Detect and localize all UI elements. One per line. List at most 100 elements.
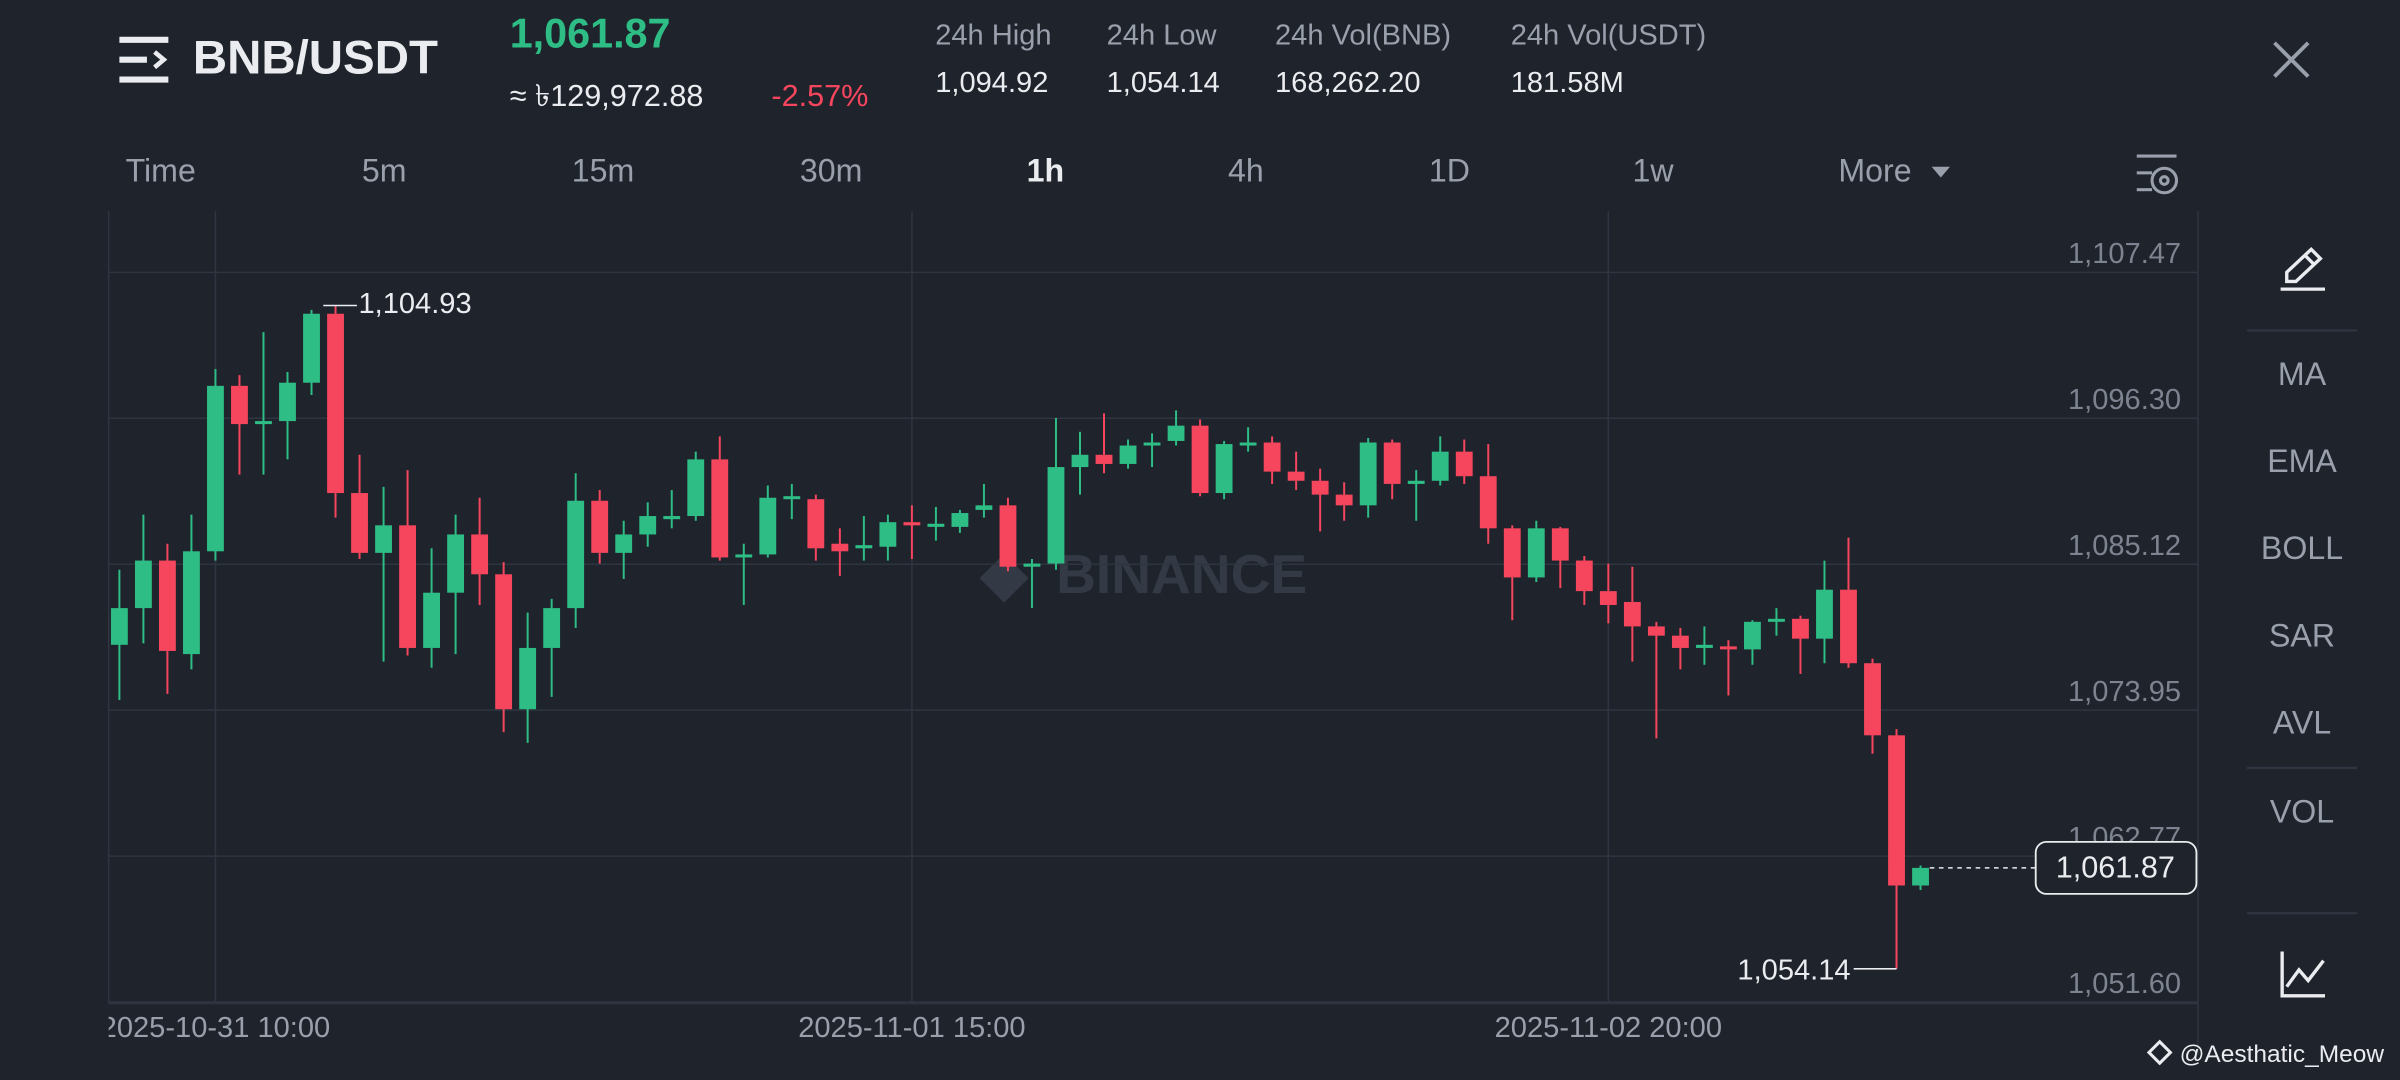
stat-label: 24h Vol(BNB) [1275,19,1451,51]
candle-body [1647,626,1665,636]
candle-body [1479,476,1497,529]
stat-value: 168,262.20 [1275,67,1421,99]
candle-body [1623,601,1641,627]
candle-body [159,560,176,651]
candle-body [975,505,993,510]
menu-button[interactable] [119,36,169,83]
candle-body [1191,425,1209,494]
candle-body [759,497,777,555]
candle-body [1215,444,1233,494]
candle-body [110,608,128,645]
candle-body [1744,621,1761,650]
indicator-button[interactable]: VOL [2270,793,2334,829]
candle-body [447,534,465,593]
candle-body [255,421,272,425]
candle-body [207,385,224,552]
candle-body [1311,480,1329,495]
dropdown-arrow [1931,166,1950,178]
y-tick-label: 1,073.95 [2068,676,2181,708]
candle-body [615,534,633,553]
candle-body [567,500,585,609]
indicator-button[interactable]: MA [2278,356,2327,392]
candle-body [1695,644,1713,648]
candle-body [375,525,392,553]
interval-tab[interactable]: 1h [1027,152,1065,188]
chart-settings-button[interactable] [2136,154,2179,195]
interval-tab[interactable]: More [1838,152,1911,188]
candle-body [351,493,368,553]
candle-body [999,505,1017,567]
last-price-box [2034,840,2198,895]
interval-tab[interactable]: 5m [362,152,407,188]
candle-body [1383,442,1401,484]
candle-body [1287,471,1305,481]
candle-body [1143,442,1161,446]
candle-body [1671,635,1689,648]
candle-body [1431,451,1449,481]
draw-tool-button[interactable] [2280,247,2325,291]
candle-body [1047,467,1065,564]
candle-body [1575,560,1593,592]
interval-tab[interactable]: Time [126,152,196,188]
close-button[interactable] [2273,41,2310,78]
x-tick-label: 2025-10-31 10:00 [101,1012,331,1044]
indicator-button[interactable]: BOLL [2261,530,2343,566]
interval-tab[interactable]: 1w [1633,152,1675,188]
candle-body [687,459,705,517]
stat-value: 1,094.92 [935,67,1048,99]
candle-body [1719,646,1737,650]
stat-label: 24h High [935,19,1051,51]
interval-tab[interactable]: 15m [572,152,635,188]
y-tick-label: 1,096.30 [2068,384,2181,416]
x-tick-label: 2025-11-01 15:00 [798,1012,1025,1044]
candle-body [879,522,897,547]
candle-body [1816,589,1833,639]
indicator-button[interactable]: EMA [2267,443,2337,479]
candle-body [231,385,248,425]
candle-body [1527,528,1545,578]
candle-body [1119,445,1137,464]
interval-tab[interactable]: 1D [1429,152,1470,188]
credit: @Aesthatic_Meow [2180,1041,2385,1068]
candle-body [495,574,513,710]
candle-body [423,592,441,648]
stat-label: 24h Low [1107,19,1218,51]
candle-body [1335,494,1353,506]
candle-body [519,647,537,710]
candle-body [279,382,296,422]
price-change: -2.57% [771,79,868,113]
annotation-label: 1,104.93 [358,288,471,320]
y-tick-label: 1,085.12 [2068,530,2181,562]
candle-body [1840,589,1857,664]
indicator-button[interactable]: AVL [2273,705,2331,741]
fiat-price: ≈ ৳129,972.88 [510,79,704,113]
candle-body [1167,425,1185,441]
candle-body [1359,442,1377,506]
candle-body [927,523,945,527]
plot: 2025-10-31 10:00 2025-11-01 15:00 2025-11-… [101,211,2198,1044]
candle-body [1455,451,1473,477]
candle-body [1912,867,1929,886]
candle-body [1095,454,1113,464]
stat-value: 1,054.14 [1107,67,1220,99]
candle-body [711,459,729,558]
candle-body [327,313,344,494]
indicator-button[interactable]: SAR [2269,617,2335,653]
candle-body [399,525,416,648]
y-tick-label: 1,107.47 [2068,238,2181,270]
interval-tab[interactable]: 4h [1228,152,1264,188]
candle-body [951,513,969,527]
watermark: BINANCE [1056,543,1307,605]
chart-type-button[interactable] [2280,951,2325,998]
candle-body [735,554,753,558]
candle-body [1503,528,1521,578]
last-price-label: 1,061.87 [2056,850,2175,884]
candle-body [1407,480,1425,484]
interval-tab[interactable]: 30m [800,152,863,188]
candle-body [1888,735,1905,886]
pair-title: BNB/USDT [193,32,438,85]
candle-body [663,516,681,520]
annotation-label: 1,054.14 [1737,955,1850,987]
